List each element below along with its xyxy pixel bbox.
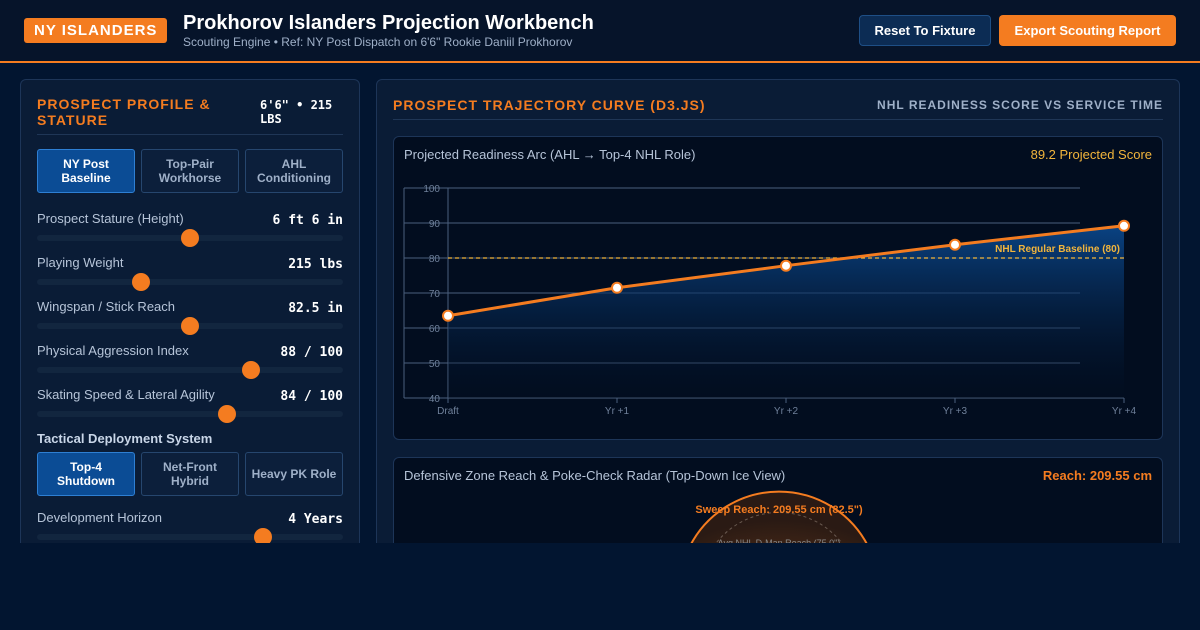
weight-value: 215 lbs [288,257,343,272]
radar-chart: Sweep Reach: 209.55 cm (82.5") Avg NHL D… [689,490,869,548]
tactical-top-4-shutdown[interactable]: Top-4 Shutdown [37,452,135,496]
data-point [442,309,454,322]
y-tick-label: 80 [429,254,441,265]
aggression-value: 88 / 100 [280,345,343,360]
aggression-slider-thumb[interactable] [242,361,261,379]
wingspan-slider-thumb[interactable] [181,317,199,335]
reach-value: Reach: 209.55 cm [1042,468,1152,483]
x-tick-label: Draft [437,406,459,417]
preset-ahl-conditioning[interactable]: AHL Conditioning [245,149,343,193]
x-tick-label: Yr +1 [605,406,630,417]
y-tick-label: 60 [429,324,441,335]
y-tick-label: 40 [429,394,441,405]
skating-value: 84 / 100 [280,389,343,404]
app-header: NY ISLANDERS Prokhorov Islanders Project… [0,0,1200,63]
nhl-baseline-label: NHL Regular Baseline (80) [995,244,1120,255]
divider [393,119,1163,120]
aggression-label: Physical Aggression Index [37,343,189,358]
weight-label: Playing Weight [37,255,124,270]
aggression-slider-track[interactable] [37,361,343,379]
horizon-slider-track[interactable] [37,528,343,546]
horizon-slider-thumb[interactable] [254,528,273,546]
readiness-area [448,225,1124,398]
page-footer-area [0,543,1200,630]
tactical-section-label: Tactical Deployment System [37,431,213,446]
divider [37,134,343,135]
trajectory-panel-title: PROSPECT TRAJECTORY CURVE (D3.JS) [393,97,706,113]
skating-label: Skating Speed & Lateral Agility [37,387,215,402]
y-tick-label: 90 [429,219,441,230]
projected-score-label: 89.2 Projected Score [1030,147,1152,162]
tactical-net-front-hybrid[interactable]: Net-Front Hybrid [141,452,239,496]
y-tick-label: 100 [423,184,440,195]
weight-slider-thumb[interactable] [132,273,151,291]
y-tick-label: 70 [429,289,441,300]
skating-slider-thumb[interactable] [217,405,236,423]
radar-card: Defensive Zone Reach & Poke-Check Radar … [393,457,1163,548]
x-tick-label: Yr +4 [1112,406,1137,417]
stature-label: Prospect Stature (Height) [37,211,184,226]
data-point [780,259,792,272]
wingspan-label: Wingspan / Stick Reach [37,299,176,314]
readiness-chart: 40 50 60 70 80 90 100 NHL Regular Baseline (80)… [403,184,1137,417]
sweep-reach-arc [689,490,869,548]
export-scouting-report-button[interactable]: Export Scouting Report [999,15,1176,46]
skating-slider-track[interactable] [37,405,343,423]
x-tick-label: Yr +3 [943,406,968,417]
readiness-chart-card: Projected Readiness Arc (AHL → Top-4 NHL… [393,136,1163,440]
x-tick-label: Yr +2 [774,406,799,417]
trajectory-panel-subtitle: NHL READINESS SCORE VS SERVICE TIME [877,98,1163,112]
horizon-label: Development Horizon [37,510,163,525]
stature-slider-track[interactable] [37,229,343,247]
stature-tag: 6'6" • 215 LBS [260,98,333,126]
data-point [611,281,623,294]
trajectory-panel: PROSPECT TRAJECTORY CURVE (D3.JS) NHL RE… [376,79,1180,549]
data-point [949,238,961,251]
wingspan-slider-track[interactable] [37,317,343,335]
sweep-reach-label: Sweep Reach: 209.55 cm (82.5") [695,504,863,516]
preset-ny-post-baseline[interactable]: NY Post Baseline [37,149,135,193]
tactical-heavy-pk-role[interactable]: Heavy PK Role [245,452,343,496]
readiness-chart-title: Projected Readiness Arc (AHL → Top-4 NHL… [404,147,696,162]
profile-panel-title: PROSPECT PROFILE & STATURE [37,96,211,128]
stature-slider-thumb[interactable] [181,229,199,247]
prospect-profile-panel: PROSPECT PROFILE & STATURE 6'6" • 215 LB… [20,79,360,549]
radar-title: Defensive Zone Reach & Poke-Check Radar … [404,468,786,483]
team-brand-badge: NY ISLANDERS [24,18,168,43]
page-title: Prokhorov Islanders Projection Workbench [183,12,594,34]
stature-value: 6 ft 6 in [272,213,343,228]
preset-top-pair-workhorse[interactable]: Top-Pair Workhorse [141,149,239,193]
data-point [1118,219,1130,232]
reset-to-fixture-button[interactable]: Reset To Fixture [859,15,991,46]
weight-slider-track[interactable] [37,273,343,291]
wingspan-value: 82.5 in [288,301,343,316]
y-tick-label: 50 [429,359,441,370]
page-subtitle: Scouting Engine • Ref: NY Post Dispatch … [183,35,573,49]
horizon-value: 4 Years [288,512,343,527]
